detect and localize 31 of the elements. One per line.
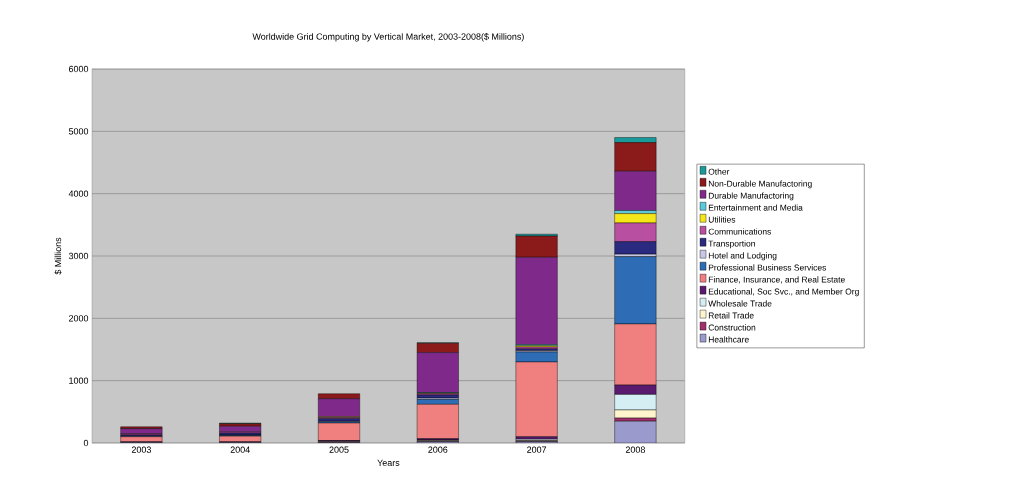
- legend-label: Educational, Soc Svc., and Member Org: [708, 288, 859, 297]
- y-tick-label: 6000: [68, 65, 89, 73]
- legend-label: Durable Manufactoring: [708, 192, 794, 201]
- legend-label: Construction: [708, 324, 756, 331]
- legend-label: Finance, Insurance, and Real Estate: [708, 276, 845, 284]
- x-tick-label: 2005: [329, 446, 349, 453]
- legend-label: Wholesale Trade: [708, 300, 772, 307]
- y-axis-title: $ Millions: [54, 237, 62, 275]
- legend-label: Communications: [708, 228, 771, 235]
- y-tick-label: 5000: [68, 128, 89, 135]
- x-tick-label: 2003: [131, 446, 151, 453]
- legend-label: Transportion: [708, 240, 755, 249]
- y-tick-label: 0: [83, 439, 89, 447]
- legend-label: Professional Business Services: [708, 264, 827, 271]
- x-tick-label: 2008: [625, 446, 645, 453]
- legend-label: Non-Durable Manufactoring: [708, 180, 812, 189]
- y-tick-label: 1000: [69, 377, 89, 384]
- x-tick-label: 2007: [527, 446, 547, 453]
- chart-title: Worldwide Grid Computing by Vertical Market, 2003-2008($ Millions): [252, 33, 524, 42]
- y-tick-label: 4000: [68, 190, 89, 197]
- x-tick-label: 2006: [428, 446, 448, 453]
- legend-label: Other: [708, 168, 730, 175]
- legend-label: Retail Trade: [708, 312, 754, 319]
- y-tick-label: 2000: [68, 315, 89, 322]
- legend-label: Healthcare: [708, 336, 749, 343]
- x-axis-title: Years: [377, 459, 400, 466]
- y-tick-label: 3000: [68, 252, 89, 260]
- legend-label: Utilities: [708, 216, 736, 223]
- legend-label: Entertainment and Media: [708, 204, 803, 211]
- legend-label: Hotel and Lodging: [708, 252, 777, 261]
- x-tick-label: 2004: [230, 446, 250, 453]
